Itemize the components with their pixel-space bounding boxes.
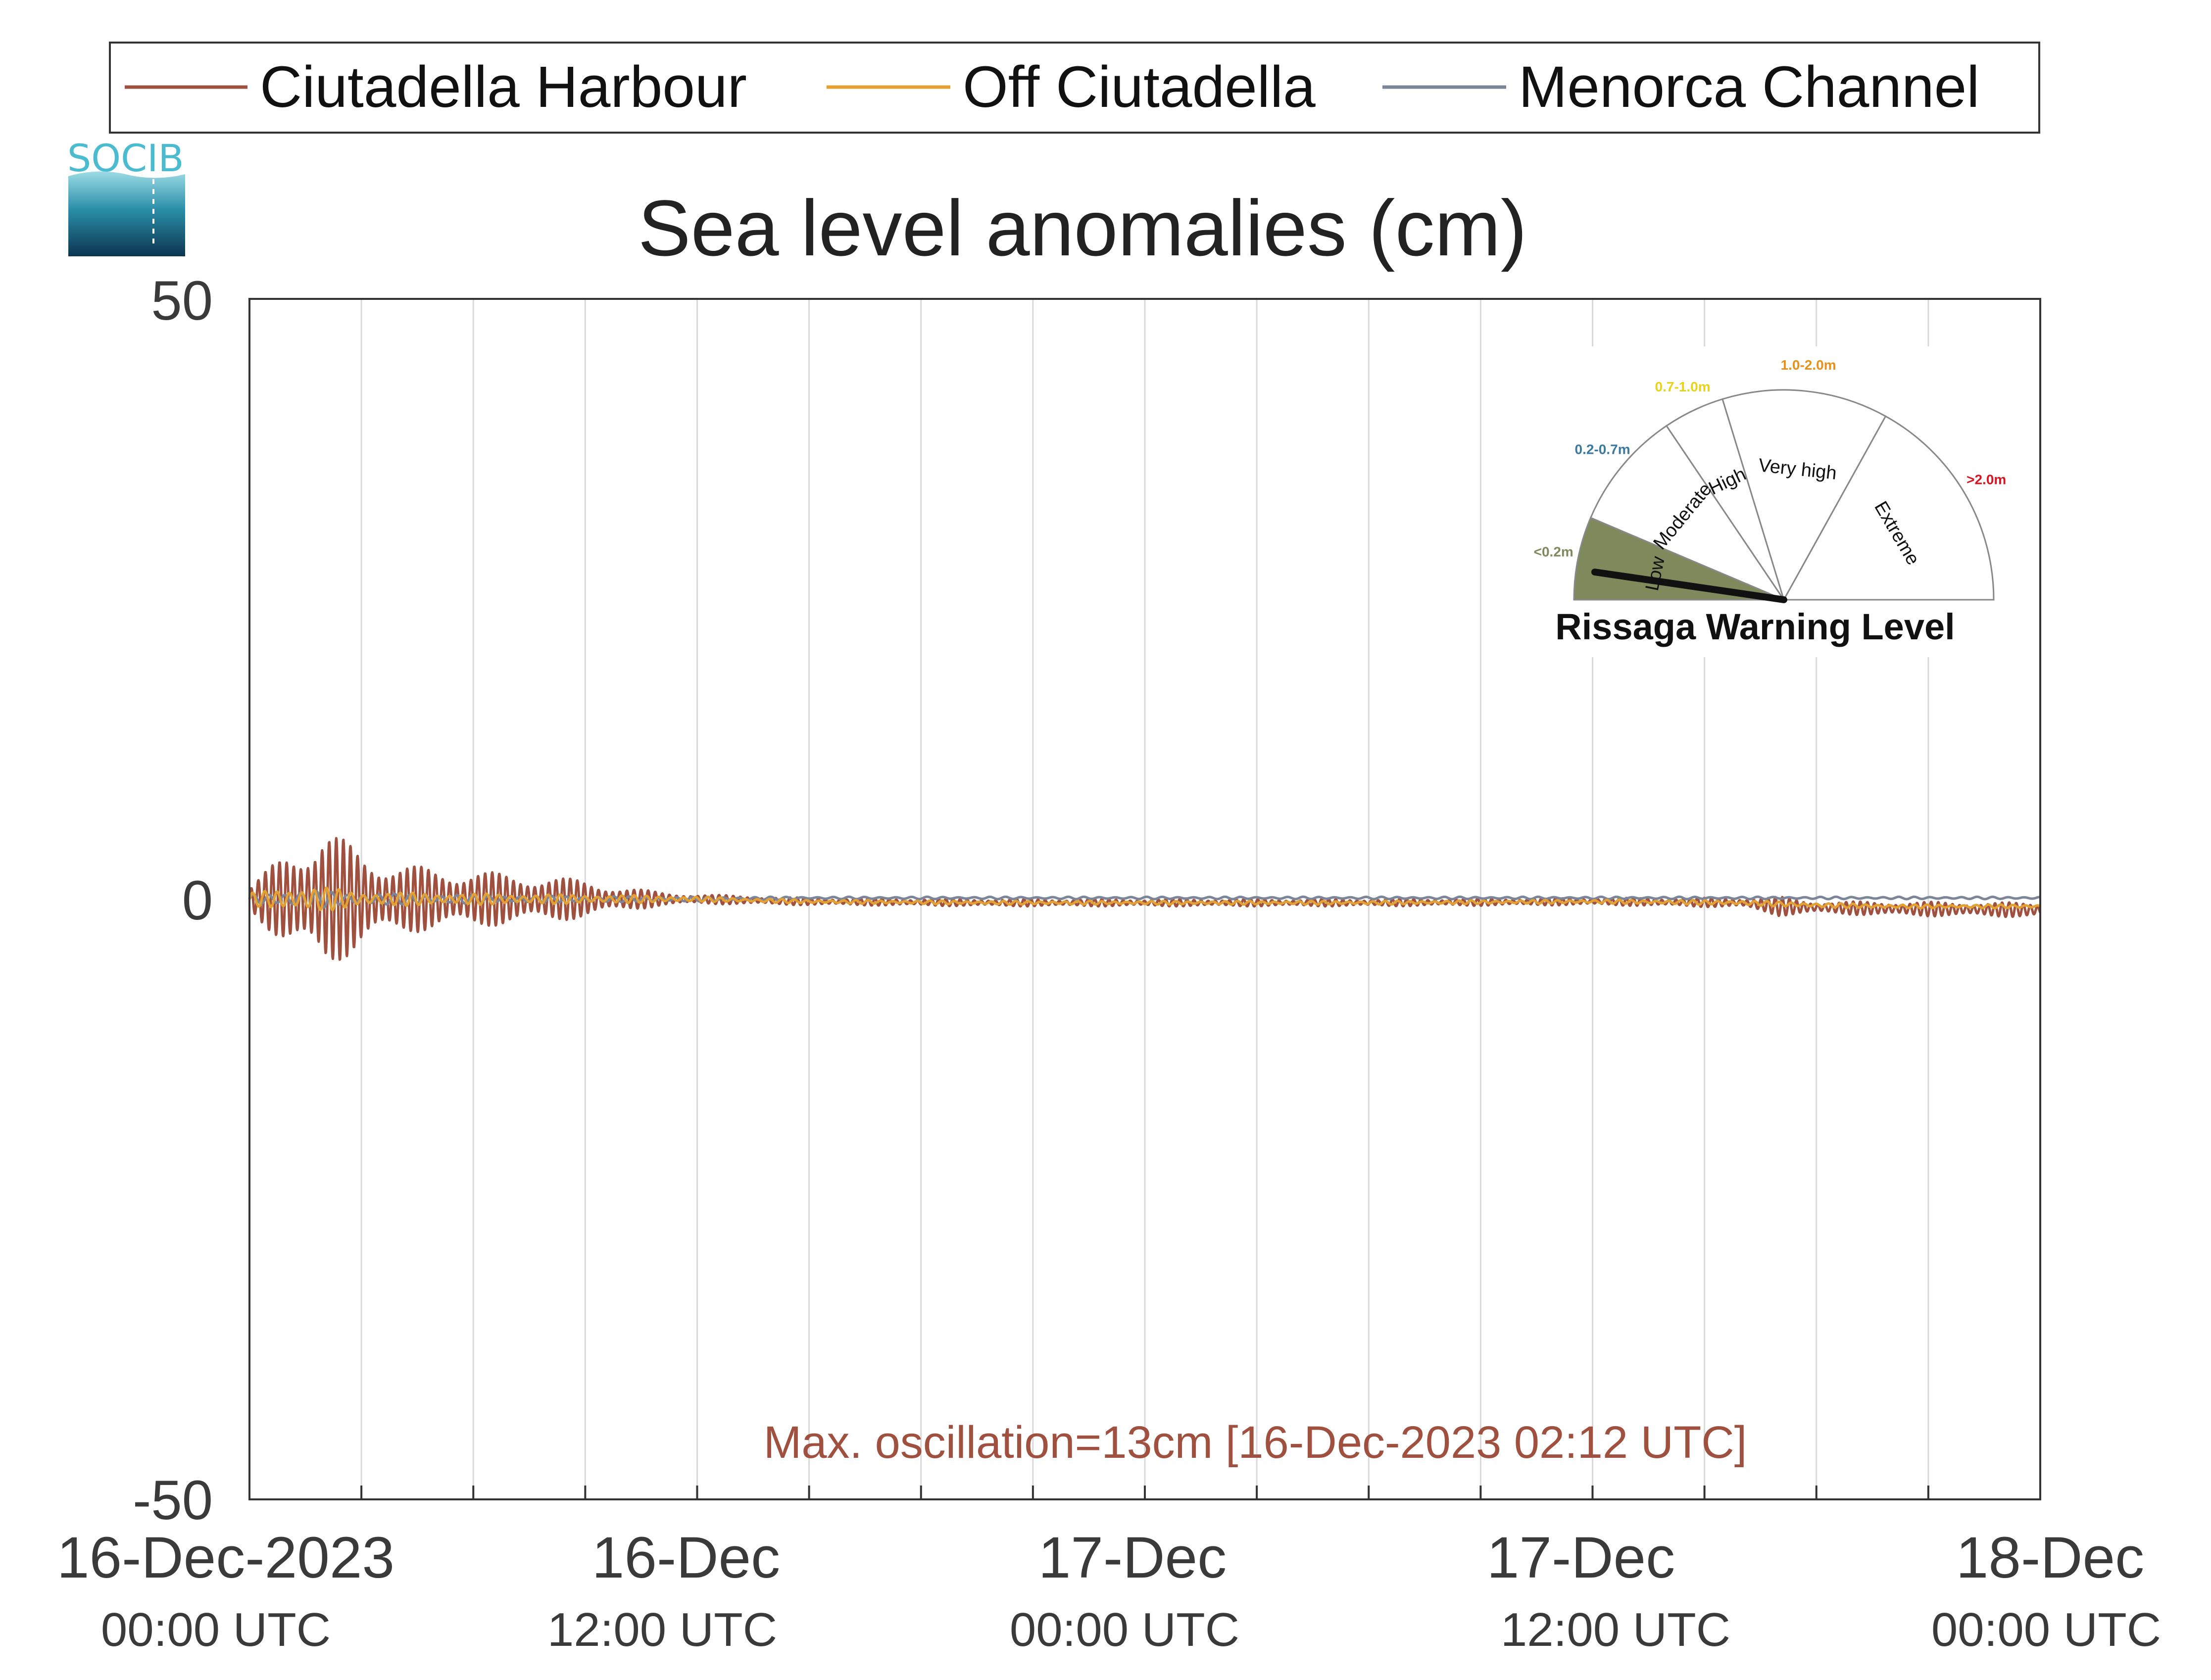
legend-item-harbour[interactable]: Ciutadella Harbour	[125, 54, 747, 120]
series-line-channel	[248, 889, 2041, 909]
legend-item-off-ciutadella[interactable]: Off Ciutadella	[827, 54, 1316, 120]
x-tick-date-3: 17-Dec	[1487, 1525, 1675, 1590]
legend-box	[109, 42, 2040, 134]
max-oscillation-annotation: Max. oscillation=13cm [16-Dec-2023 02:12…	[764, 1417, 1747, 1468]
legend-label-harbour: Ciutadella Harbour	[260, 54, 747, 120]
rissaga-warning-gauge: Low<0.2m Moderate0.2-0.7mHigh0.7-1.0mVery…	[1491, 346, 2019, 657]
x-tick-date-1: 16-Dec	[592, 1525, 780, 1590]
gauge-range-label: <0.2m	[1534, 544, 1573, 560]
y-tick-label-zero: 0	[182, 869, 213, 931]
gauge-sector-very-high	[1721, 389, 1887, 602]
gauge-needle	[1591, 569, 1787, 603]
x-tick-marks	[360, 1486, 1929, 1499]
socib-logo-icon	[68, 171, 185, 256]
series-line-harbour	[248, 837, 2042, 961]
y-tick-label-bottom: -50	[133, 1469, 213, 1531]
gauge-sector-extreme	[1782, 415, 1995, 601]
x-tick-time-3: 12:00 UTC	[1501, 1603, 1730, 1656]
gauge-range-label: >2.0m	[1966, 472, 2006, 487]
legend: Ciutadella Harbour Off Ciutadella Menorc…	[109, 42, 2040, 134]
legend-item-menorca-channel[interactable]: Menorca Channel	[1382, 54, 1979, 120]
chart-title: Sea level anomalies (cm)	[638, 184, 1527, 272]
x-tick-time-2: 00:00 UTC	[1010, 1603, 1239, 1656]
gauge-title: Rissaga Warning Level	[1555, 606, 1955, 647]
y-tick-label-top: 50	[151, 270, 213, 332]
legend-label-menorca-channel: Menorca Channel	[1519, 54, 1979, 120]
x-tick-date-2: 17-Dec	[1038, 1525, 1227, 1590]
gauge-sector-moderate	[1589, 425, 1786, 602]
series-layer	[248, 837, 2042, 961]
x-tick-time-0: 00:00 UTC	[101, 1603, 331, 1656]
y-axis: 50 0 -50	[133, 270, 213, 1531]
plot-area	[248, 298, 2042, 1500]
gauge-range-label: 0.2-0.7m	[1575, 441, 1630, 457]
legend-label-off-ciutadella: Off Ciutadella	[963, 54, 1316, 120]
socib-logo: SOCIB	[67, 136, 185, 256]
gauge-range-label: 0.7-1.0m	[1655, 379, 1711, 394]
gauge-range-label: 1.0-2.0m	[1781, 357, 1836, 373]
x-axis: 16-Dec-2023 00:00 UTC 16-Dec 12:00 UTC 1…	[57, 1525, 2161, 1656]
series-line-off	[248, 886, 2041, 912]
x-tick-date-0: 16-Dec-2023	[57, 1525, 394, 1590]
x-tick-time-1: 12:00 UTC	[547, 1603, 777, 1656]
x-tick-time-4: 00:00 UTC	[1931, 1603, 2161, 1656]
x-tick-date-4: 18-Dec	[1956, 1525, 2144, 1590]
